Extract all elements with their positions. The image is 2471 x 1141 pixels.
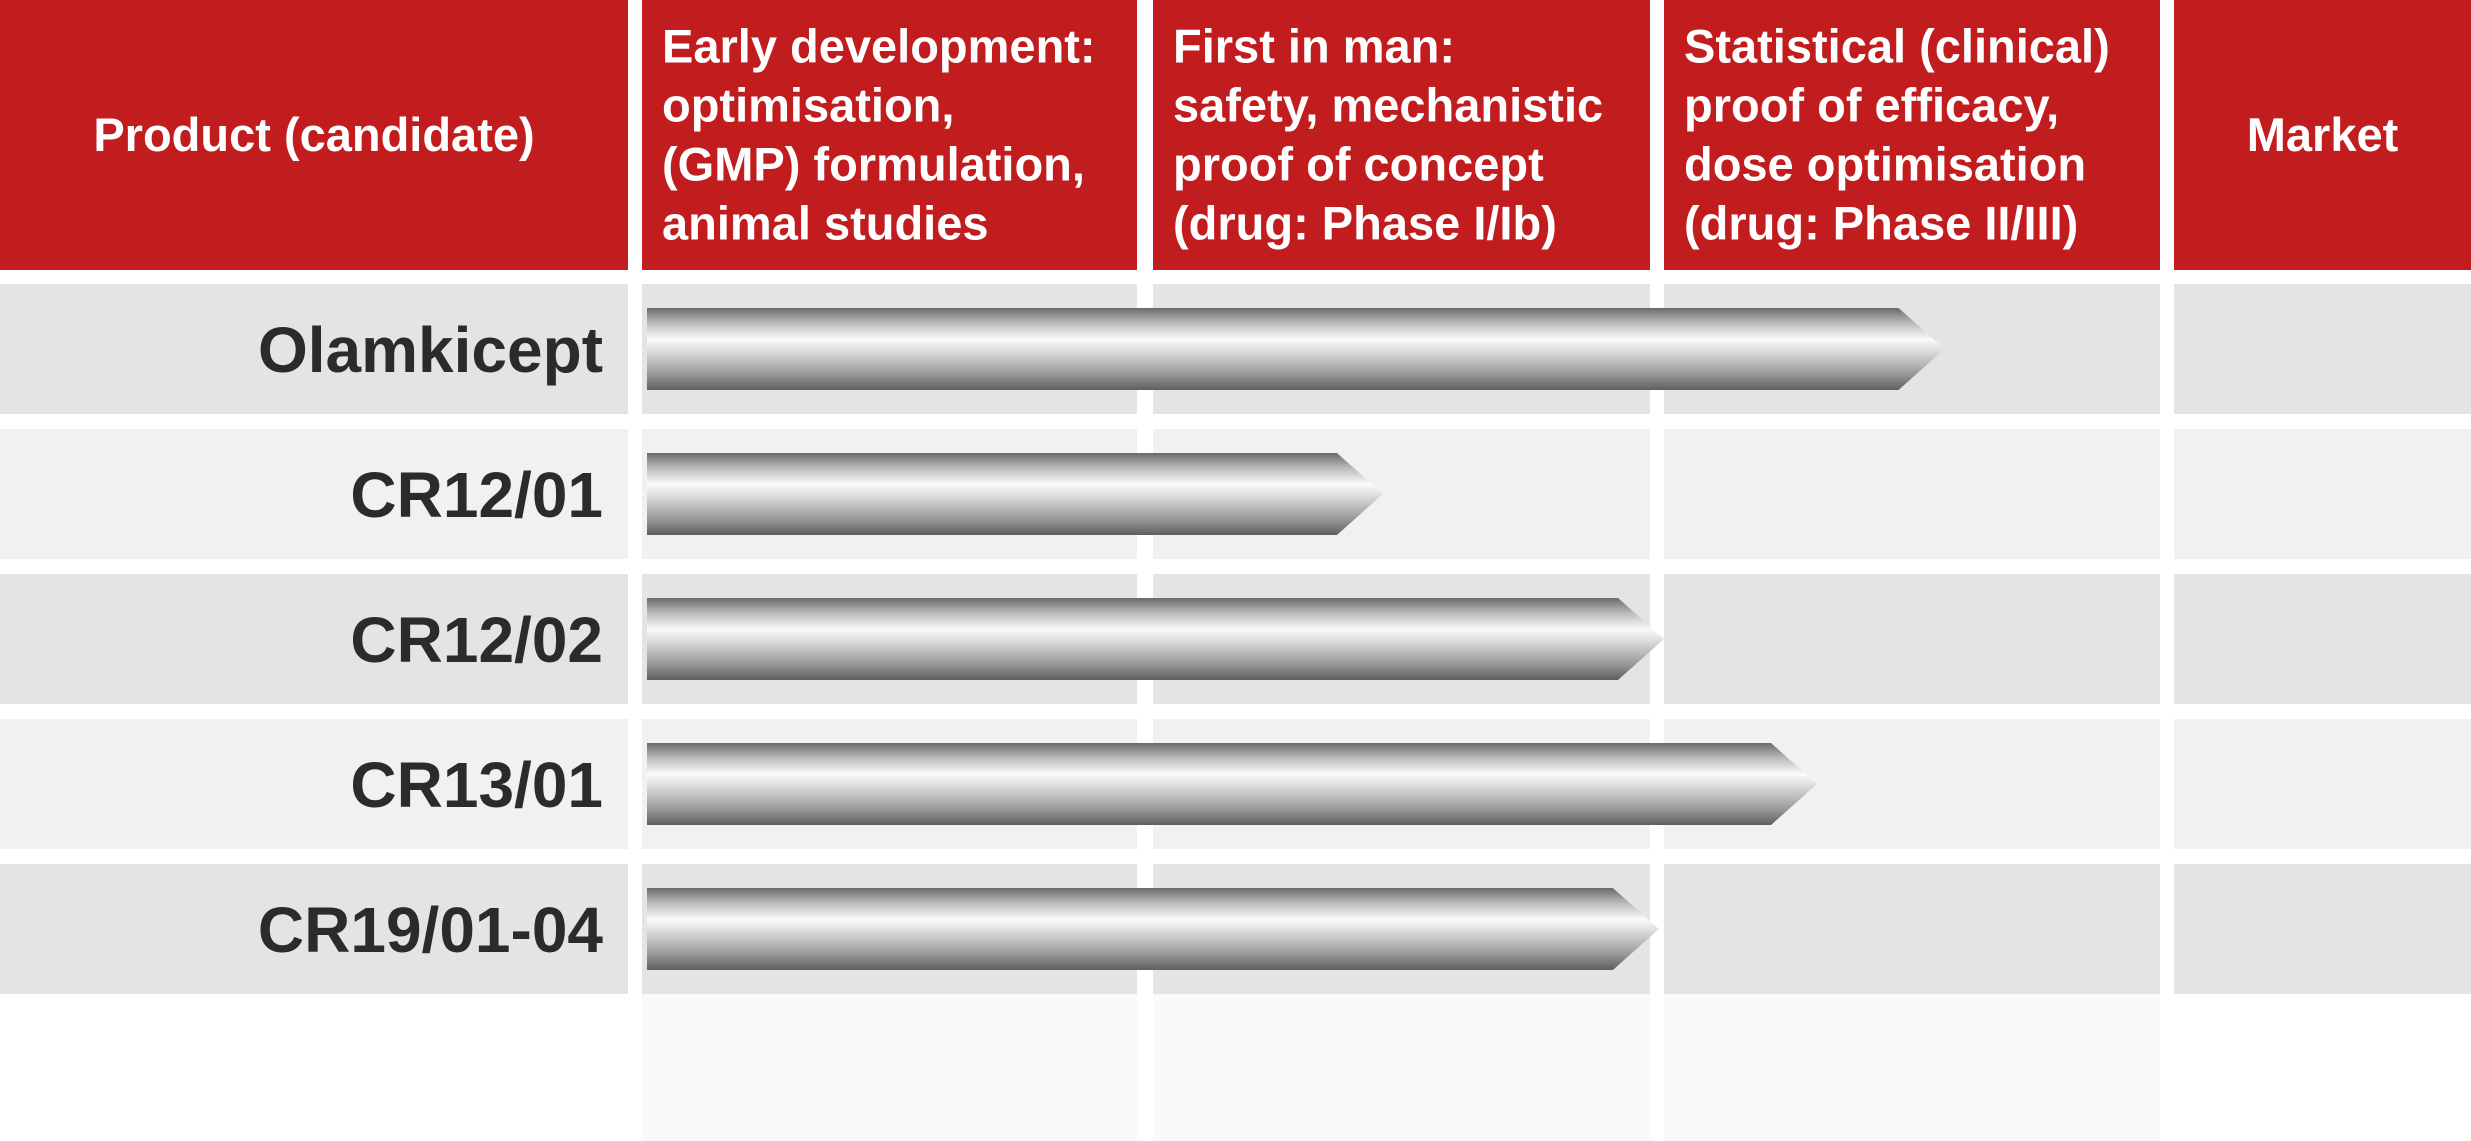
header-cell (1153, 0, 1650, 270)
header-label: Early development: optimisation, (GMP) for… (662, 20, 1096, 250)
header-label: Product (candidate) (93, 108, 534, 161)
progress-arrow-cr12-01 (647, 453, 1383, 535)
table-cell (0, 864, 628, 994)
header-label-line: proof of efficacy, (1684, 79, 2059, 132)
header-label-line: Statistical (clinical) (1684, 20, 2110, 73)
product-labels: Olamkicept CR12/01 CR12/02 CR13/01 CR19/01-0… (258, 314, 604, 966)
header-cell (2174, 0, 2471, 270)
header-label-line: (drug: Phase II/III) (1684, 197, 2078, 250)
progress-arrow-cr13-01 (647, 743, 1817, 825)
table-background (0, 284, 2471, 1141)
product-label-olamkicept: Olamkicept (258, 314, 603, 386)
table-cell (2174, 864, 2471, 994)
header-label: First in man: safety, mechanistic proof of… (1173, 20, 1603, 250)
header-label-line: (GMP) formulation, (662, 138, 1085, 191)
header-label-line: safety, mechanistic (1173, 79, 1603, 132)
header-label-line: optimisation, (662, 79, 954, 132)
table-header: Product (candidate) Early development: opt… (0, 0, 2471, 270)
stage-column-tail (1664, 994, 2160, 1141)
header-label-line: First in man: (1173, 20, 1455, 73)
header-cell (1664, 0, 2160, 270)
progress-arrow-cr12-02 (647, 598, 1664, 680)
header-cell (0, 0, 628, 270)
progress-arrow-olamkicept (647, 308, 1945, 390)
progress-arrow-cr19-01-04 (647, 888, 1659, 970)
stage-column-tail (642, 994, 1137, 1141)
header-label-line: (drug: Phase I/Ib) (1173, 197, 1557, 250)
product-label-cr19-01-04: CR19/01-04 (258, 894, 604, 966)
table-cell (0, 284, 628, 414)
table-cell (2174, 574, 2471, 704)
table-cell (1664, 864, 2160, 994)
product-label-cr12-02: CR12/02 (350, 604, 603, 676)
product-label-cr12-01: CR12/01 (350, 459, 603, 531)
header-label-line: Early development: (662, 20, 1096, 73)
table-cell (2174, 429, 2471, 559)
table-cell (1664, 429, 2160, 559)
header-label-line: Market (2247, 108, 2399, 161)
header-label: Market (2247, 108, 2399, 161)
header-cell (642, 0, 1137, 270)
product-label-cr13-01: CR13/01 (350, 749, 603, 821)
table-cell (0, 719, 628, 849)
table-cell (0, 429, 628, 559)
table-cell (1664, 574, 2160, 704)
header-label-line: proof of concept (1173, 138, 1544, 191)
header-label: Statistical (clinical) proof of efficacy,… (1684, 20, 2110, 250)
table-cell (0, 574, 628, 704)
header-label-line: animal studies (662, 197, 989, 250)
table-cell (2174, 719, 2471, 849)
header-label-line: dose optimisation (1684, 138, 2086, 191)
table-cell (2174, 284, 2471, 414)
stage-column-tail (1153, 994, 1650, 1141)
header-label-line: Product (candidate) (93, 108, 534, 161)
progress-arrows (647, 308, 1945, 970)
